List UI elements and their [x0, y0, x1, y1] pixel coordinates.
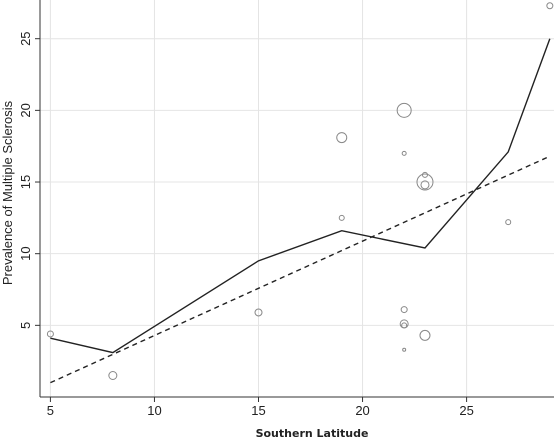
y-tick-label-1: 10: [18, 246, 33, 260]
grid-lines: [40, 0, 554, 397]
data-point-13: [420, 180, 430, 190]
trend-line-solid: [50, 38, 551, 354]
x-axis-label: Southern Latitude: [256, 427, 369, 440]
y-axis-label: Prevalence of Multiple Sclerosis: [0, 100, 15, 285]
regression-line-dashed: [50, 155, 551, 384]
data-point-1: [108, 371, 118, 381]
data-point-6: [401, 150, 407, 156]
data-point-5: [396, 102, 412, 118]
data-point-10: [402, 347, 407, 352]
x-tick-label-3: 20: [355, 403, 369, 418]
x-tick-label-1: 10: [147, 403, 161, 418]
data-point-2: [254, 308, 263, 317]
axes: [35, 0, 554, 402]
y-tick-label-3: 20: [18, 103, 33, 117]
data-points: [46, 2, 554, 381]
data-point-4: [338, 214, 345, 221]
data-point-14: [419, 329, 431, 341]
tick-labels: 5 10 15 20 25 5 10 15 20 25: [18, 31, 474, 418]
data-series: [50, 38, 551, 384]
x-tick-label-0: 5: [47, 403, 54, 418]
data-point-3: [336, 132, 348, 144]
data-point-7: [400, 306, 408, 314]
data-point-16: [546, 2, 554, 10]
data-point-0: [46, 330, 54, 338]
y-tick-label-2: 15: [18, 175, 33, 189]
x-tick-label-4: 25: [459, 403, 473, 418]
data-point-15: [505, 219, 512, 226]
data-point-12: [416, 173, 434, 191]
data-point-8: [399, 319, 409, 329]
data-point-9: [401, 322, 408, 329]
y-tick-label-4: 25: [18, 31, 33, 45]
data-point-11: [421, 171, 428, 178]
x-tick-label-2: 15: [251, 403, 265, 418]
y-tick-label-0: 5: [18, 322, 33, 329]
